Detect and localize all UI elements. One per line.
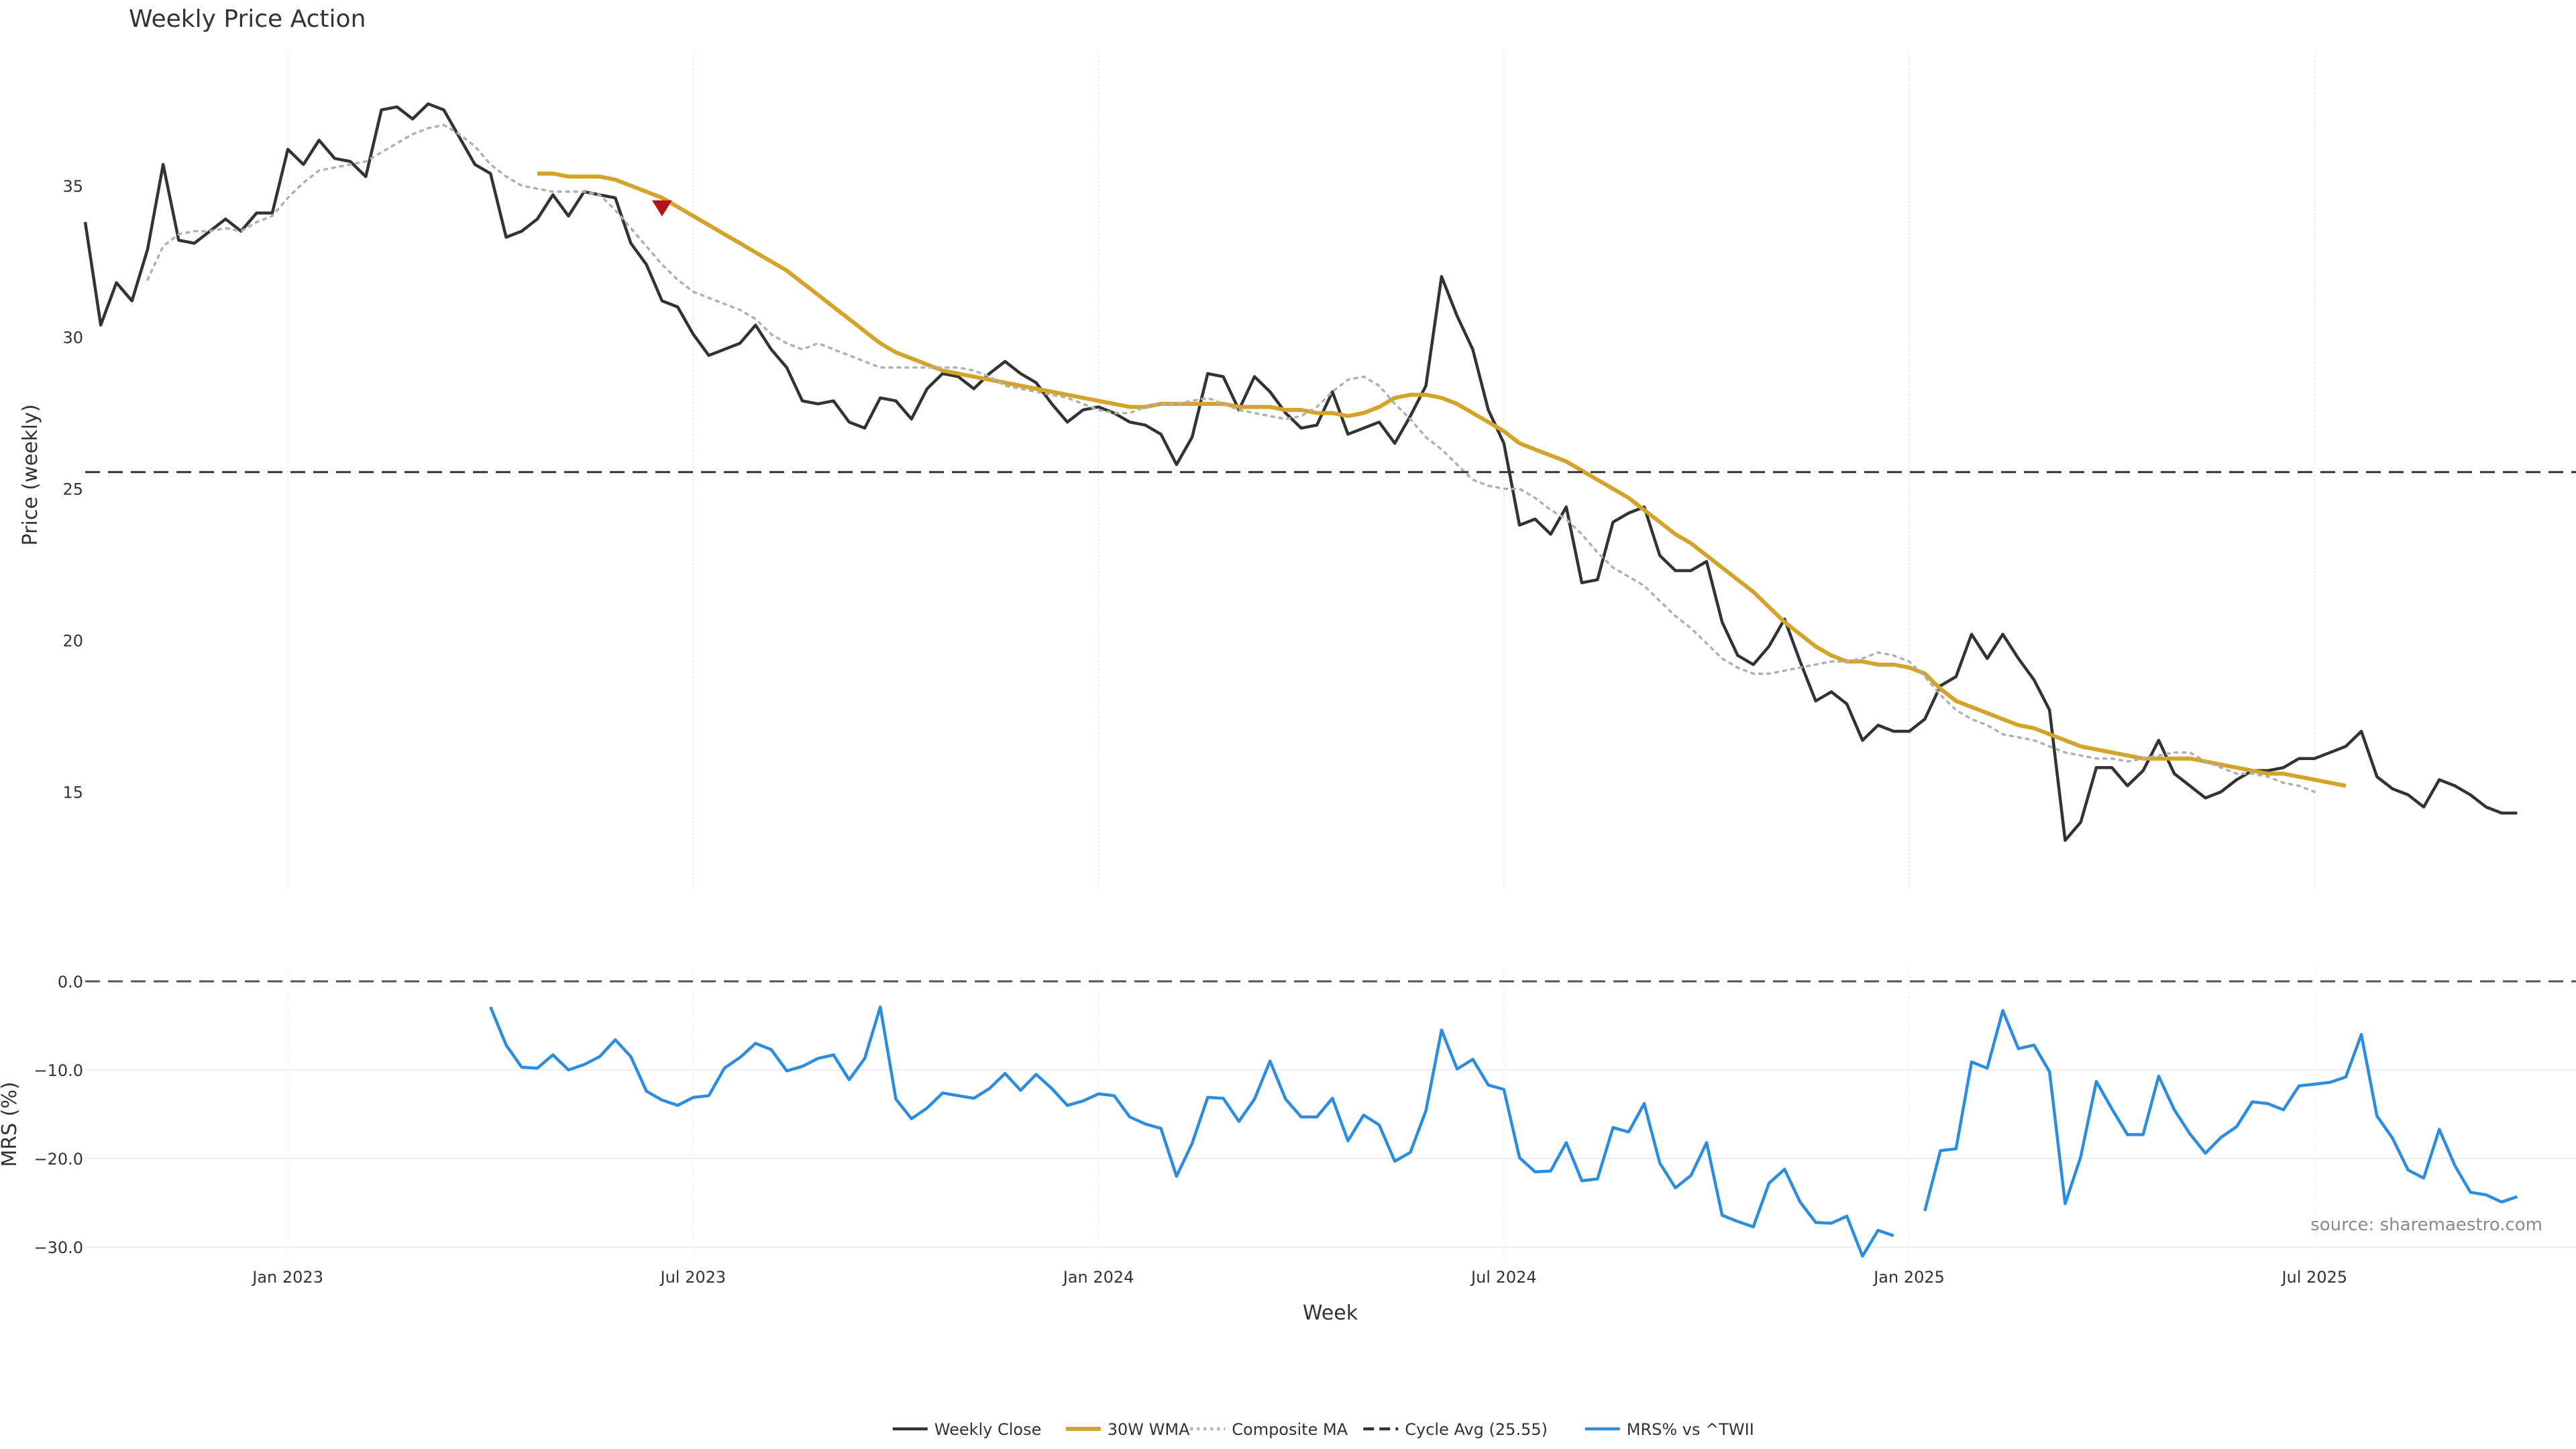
series-weekly-close-line: [83, 102, 2518, 842]
legend-label: Cycle Avg (25.55): [1405, 1420, 1548, 1439]
legend-label: Composite MA: [1232, 1420, 1348, 1439]
legend-label: MRS% vs ^TWII: [1627, 1420, 1754, 1439]
legend: Weekly Close 30W WMA Composite MA Cycle Avg…: [892, 1420, 1754, 1439]
x-tick-label: Jan 2023: [251, 1268, 323, 1287]
mrs-y-tick-label: −10.0: [34, 1061, 83, 1080]
mrs-y-tick-label: −30.0: [34, 1238, 83, 1257]
legend-item: Cycle Avg (25.55): [1363, 1420, 1548, 1439]
legend-label: 30W WMA: [1108, 1420, 1190, 1439]
legend-item: Weekly Close: [892, 1420, 1042, 1439]
price-y-tick-label: 30: [62, 329, 83, 347]
series-30w-wma-line: [537, 171, 2347, 788]
price-y-axis-label: Price (weekly): [19, 404, 42, 545]
series-composite-ma-line: [146, 123, 2316, 794]
x-tick-label: Jul 2024: [1470, 1268, 1537, 1287]
sell-signal-marker: [651, 200, 672, 217]
mrs-panel: Jan 2023 Jul 2023 Jan 2024 Jul 2024 Jan 2025…: [34, 968, 2576, 1287]
price-y-tick-label: 15: [62, 783, 83, 802]
mrs-y-axis-label: MRS (%): [0, 1081, 21, 1167]
mrs-y-tick-label: −20.0: [34, 1150, 83, 1169]
price-y-tick-label: 35: [62, 177, 83, 196]
price-panel: 15 20 25 30 35: [62, 52, 2576, 889]
x-tick-label: Jan 2024: [1062, 1268, 1134, 1287]
source-note: source: sharemaestro.com: [2310, 1215, 2542, 1235]
x-tick-label: Jul 2025: [2280, 1268, 2347, 1287]
price-y-tick-label: 20: [62, 632, 83, 651]
price-y-tick-label: 25: [62, 480, 83, 499]
series-mrs-line: [489, 1005, 2518, 1258]
chart-title: Weekly Price Action: [129, 5, 366, 33]
x-tick-label: Jul 2023: [659, 1268, 727, 1287]
x-axis-label: Week: [1303, 1301, 1358, 1325]
legend-item: 30W WMA: [1065, 1420, 1190, 1439]
mrs-y-tick-label: 0.0: [58, 973, 83, 991]
legend-item: MRS% vs ^TWII: [1585, 1420, 1754, 1439]
x-tick-label: Jan 2025: [1872, 1268, 1945, 1287]
legend-label: Weekly Close: [934, 1420, 1042, 1439]
legend-item: Composite MA: [1190, 1420, 1348, 1439]
